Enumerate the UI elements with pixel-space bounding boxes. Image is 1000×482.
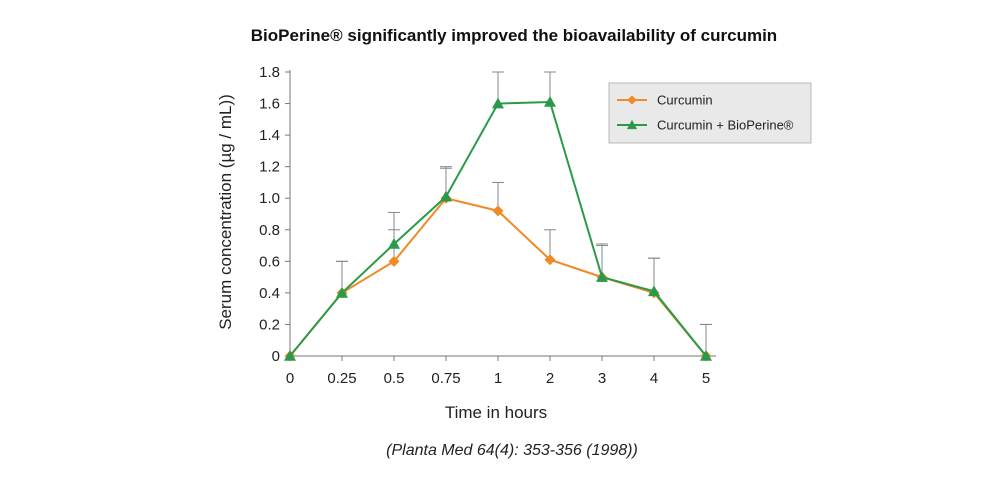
series-curcumin	[284, 192, 712, 362]
x-tick-label: 1	[494, 370, 502, 387]
y-tick-label: 1.2	[259, 159, 280, 176]
y-tick-label: 0.8	[259, 222, 280, 239]
data-point	[388, 255, 400, 267]
legend-label: Curcumin	[657, 93, 713, 108]
data-point	[492, 97, 504, 109]
y-axis-label: Serum concentration (µg / mL))	[216, 94, 235, 330]
x-tick-label: 4	[650, 370, 658, 387]
x-tick-label: 3	[598, 370, 606, 387]
x-tick-label: 0.25	[327, 370, 356, 387]
y-tick-label: 1.6	[259, 96, 280, 113]
data-point	[284, 350, 296, 361]
data-point	[700, 350, 712, 361]
data-point	[492, 205, 504, 217]
error-bars	[336, 71, 712, 356]
legend-swatch-marker	[626, 119, 638, 130]
y-tick-label: 0.6	[259, 253, 280, 270]
x-tick-label: 2	[546, 370, 554, 387]
x-tick-label: 5	[702, 370, 710, 387]
series-curcumin-bioperine	[284, 95, 712, 361]
data-point	[336, 286, 348, 298]
data-point	[544, 95, 556, 107]
y-tick-label: 1.4	[259, 127, 280, 144]
legend: Curcumin Curcumin + BioPerine®	[608, 82, 812, 144]
x-axis-label: Time in hours	[445, 403, 547, 422]
data-point	[648, 285, 660, 297]
legend-label: Curcumin + BioPerine®	[657, 118, 794, 133]
data-point	[440, 190, 452, 202]
axes: 0 0.2 0.4 0.6 0.8 1.0 1.2 1.4 1.6 1.8 0 0.25 0.5 0.75…	[259, 64, 716, 387]
series-line	[289, 197, 707, 357]
y-tick-label: 0.4	[259, 285, 280, 302]
y-tick-label: 1.8	[259, 64, 280, 81]
data-point	[388, 237, 400, 249]
y-tick-label: 0.2	[259, 316, 280, 333]
data-point	[596, 271, 608, 282]
data-point	[544, 254, 556, 266]
y-tick-label: 1.0	[259, 190, 280, 207]
x-tick-label: 0.75	[431, 370, 460, 387]
legend-swatch-marker	[627, 95, 637, 105]
y-tick-label: 0	[272, 348, 280, 365]
legend-box	[608, 82, 812, 144]
chart-title: BioPerine® significantly improved the bi…	[251, 26, 777, 45]
x-tick-label: 0	[286, 370, 294, 387]
x-tick-label: 0.5	[384, 370, 405, 387]
source-citation: (Planta Med 64(4): 353-356 (1998))	[386, 442, 638, 459]
series-layer	[284, 95, 712, 362]
